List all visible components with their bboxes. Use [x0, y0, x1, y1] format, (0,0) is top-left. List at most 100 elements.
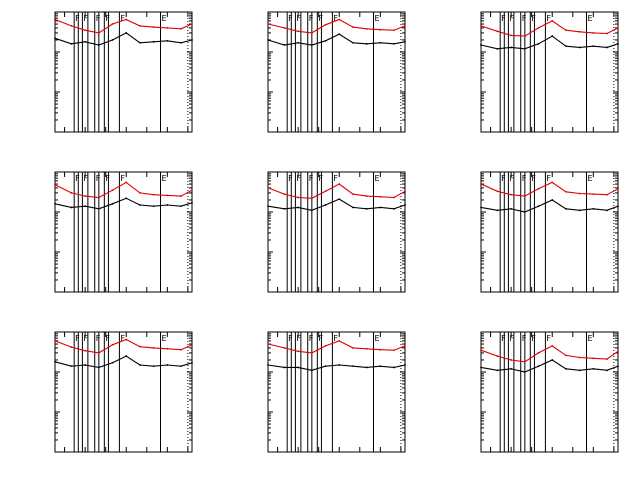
flag-marker-label: F [531, 14, 536, 23]
data-point-lld [283, 347, 286, 349]
data-point-lld [111, 343, 114, 346]
data-point-events [617, 42, 619, 45]
data-point-lld [551, 19, 554, 22]
flag-marker-label: F [318, 14, 323, 23]
data-point-events [404, 364, 406, 366]
flag-marker-label: F [120, 174, 125, 183]
flag-marker-label: F [296, 14, 301, 23]
data-point-lld [70, 24, 73, 27]
flag-marker-label: F [83, 174, 88, 183]
data-point-events [523, 211, 526, 213]
series-line-events [480, 359, 619, 373]
data-point-events [338, 364, 341, 366]
data-point-lld [310, 197, 313, 200]
data-point-lld [54, 183, 56, 186]
data-point-lld [338, 18, 341, 21]
data-point-lld [537, 352, 540, 354]
data-point-lld [310, 352, 313, 354]
flag-marker-label: F [546, 14, 551, 23]
data-point-events [510, 367, 513, 370]
flag-marker-label: F [288, 174, 293, 183]
data-point-lld [111, 189, 114, 192]
data-point-events [191, 39, 193, 41]
data-point-events [97, 366, 100, 369]
data-point-events [180, 365, 182, 368]
data-point-events [537, 42, 540, 45]
data-point-events [578, 46, 581, 49]
data-point-lld [537, 27, 540, 29]
data-point-events [551, 199, 554, 201]
flag-marker-label: E [587, 334, 592, 343]
flag-marker-label: F [546, 334, 551, 343]
series-line-events [54, 32, 193, 46]
data-point-events [54, 202, 56, 205]
data-point-events [54, 37, 56, 40]
data-point-lld [404, 24, 406, 27]
data-point-lld [510, 359, 513, 361]
data-point-lld [180, 348, 182, 351]
flag-marker-label: E [161, 174, 166, 183]
data-point-events [180, 41, 182, 44]
data-point-events [310, 44, 313, 46]
flag-marker-label: F [522, 174, 527, 183]
data-point-lld [267, 23, 269, 25]
data-point-events [84, 40, 87, 43]
data-point-lld [139, 192, 141, 194]
data-point-events [166, 204, 169, 206]
data-point-events [283, 366, 286, 369]
data-point-lld [379, 28, 382, 31]
data-point-events [496, 369, 499, 372]
data-point-lld [617, 27, 619, 29]
flag-marker-label: F [288, 14, 293, 23]
data-point-lld [84, 349, 87, 352]
data-point-lld [496, 355, 499, 357]
data-point-lld [54, 339, 56, 342]
data-point-events [496, 47, 499, 50]
data-point-lld [617, 187, 619, 190]
data-point-events [152, 40, 155, 43]
data-point-events [152, 365, 155, 368]
flag-marker-label: E [374, 14, 379, 23]
data-point-events [352, 206, 354, 209]
flag-marker-label: F [318, 174, 323, 183]
data-point-lld [97, 352, 100, 354]
series-line-events [480, 199, 619, 213]
data-point-events [565, 207, 567, 210]
data-point-lld [404, 190, 406, 193]
data-point-events [84, 364, 87, 366]
data-point-lld [297, 196, 300, 199]
data-point-events [54, 360, 56, 363]
data-point-lld [551, 181, 554, 184]
plot-frame [480, 171, 619, 293]
data-point-lld [365, 347, 368, 350]
plot-frame [267, 171, 406, 293]
flag-marker-label: F [522, 14, 527, 23]
flag-marker-label: F [333, 334, 338, 343]
flag-marker-label: F [509, 14, 514, 23]
data-point-lld [592, 357, 595, 360]
data-point-events [379, 206, 382, 209]
data-point-lld [480, 349, 482, 352]
data-point-lld [180, 27, 182, 30]
data-point-lld [111, 23, 114, 25]
flag-marker-label: F [105, 334, 110, 343]
data-point-lld [267, 187, 269, 189]
data-point-lld [191, 189, 193, 192]
data-point-events [365, 207, 368, 210]
data-point-lld [404, 344, 406, 347]
data-point-lld [352, 193, 354, 196]
plot-frame [54, 171, 193, 293]
data-point-events [592, 45, 595, 48]
data-point-events [125, 197, 128, 200]
data-point-lld [606, 358, 608, 361]
data-point-events [310, 209, 313, 212]
data-point-events [578, 209, 581, 212]
flag-marker-label: F [501, 334, 506, 343]
flag-marker-label: F [105, 174, 110, 183]
data-point-lld [592, 32, 595, 34]
data-point-events [617, 205, 619, 208]
